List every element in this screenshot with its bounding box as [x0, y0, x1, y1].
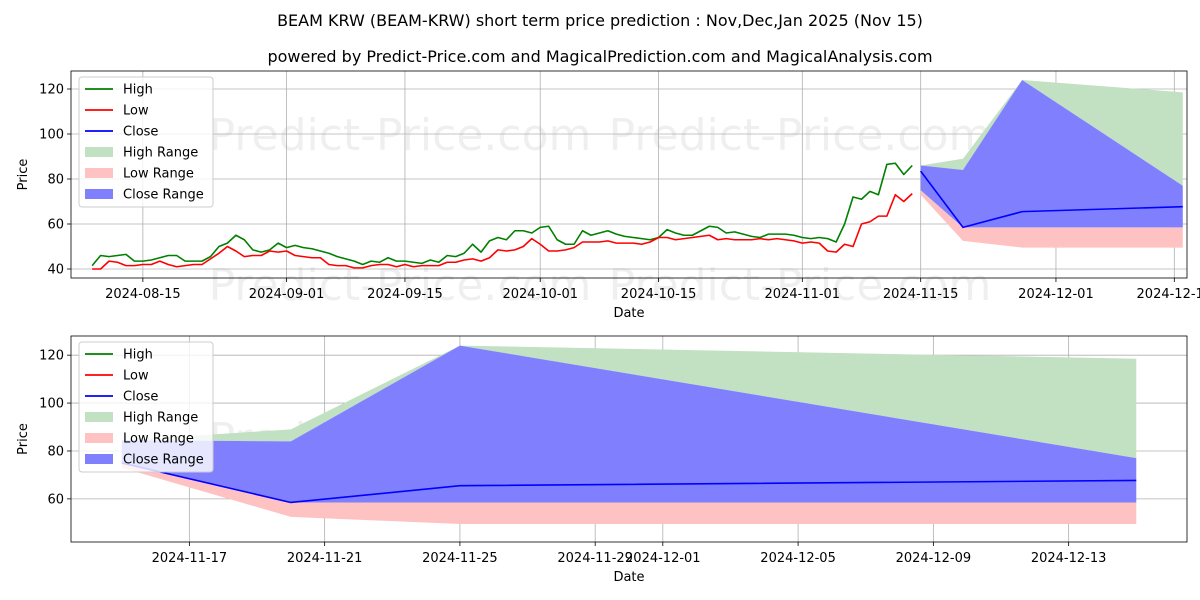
legend-swatch-low-range: [85, 433, 113, 443]
legend-label-low-range: Low Range: [123, 167, 194, 182]
high-series-line: [91, 162, 913, 267]
legend-swatch-high-range: [85, 147, 113, 157]
x-tick-label: 2024-12-05: [760, 551, 836, 566]
legend-label-close-range: Close Range: [123, 188, 204, 203]
x-tick-label: 2024-11-15: [883, 287, 959, 302]
y-tick-label: 60: [47, 492, 64, 507]
forecast-panel: Predict-Price.comPredict-Price.com2024-1…: [16, 335, 1188, 585]
y-tick-label: 60: [47, 218, 64, 233]
high-range-band: [920, 80, 1183, 186]
close-series-line: [121, 462, 1137, 504]
x-tick-label: 2024-08-15: [105, 287, 181, 302]
legend-swatch-close-range: [85, 189, 113, 199]
y-tick-label: 40: [47, 263, 64, 278]
x-tick-label: 2024-12-01: [625, 551, 701, 566]
x-tick-label: 2024-10-01: [502, 287, 578, 302]
legend: High Low Close High Range Low Range Close Ran…: [78, 341, 214, 473]
y-tick-label: 80: [47, 173, 64, 188]
high-range-band: [121, 345, 1137, 459]
legend-label-close: Close: [123, 125, 158, 140]
axes-frame: [70, 70, 1188, 279]
chart-subtitle: powered by Predict-Price.com and Magical…: [267, 47, 932, 66]
x-axis-label: Date: [613, 306, 644, 321]
watermark-text: Predict-Price.com: [609, 260, 992, 311]
legend-swatch-high-range: [85, 412, 113, 422]
y-tick-label: 120: [39, 349, 64, 364]
legend-swatch-low-range: [85, 168, 113, 178]
x-tick-label: 2024-11-01: [765, 287, 841, 302]
x-tick-label: 2024-12-09: [896, 551, 972, 566]
x-tick-label: 2024-11-21: [287, 551, 363, 566]
x-tick-label: 2024-09-15: [367, 287, 443, 302]
legend-label-high: High: [123, 83, 153, 98]
y-tick-label: 100: [39, 128, 64, 143]
y-axis-label: Price: [16, 159, 31, 191]
legend-swatch-close-range: [85, 454, 113, 464]
y-tick-label: 120: [39, 83, 64, 98]
x-tick-label: 2024-11-17: [152, 551, 228, 566]
legend-label-close: Close: [123, 390, 158, 405]
x-tick-label: 2024-09-01: [249, 287, 325, 302]
axes-frame: [70, 335, 1188, 543]
x-tick-label: 2024-12-15: [1137, 287, 1200, 302]
x-tick-label: 2024-11-29: [557, 551, 633, 566]
x-tick-label: 2024-12-13: [1031, 551, 1107, 566]
legend-label-high-range: High Range: [123, 411, 198, 426]
close-range-band: [121, 345, 1137, 503]
low-series-line: [92, 193, 913, 270]
legend-label-low-range: Low Range: [123, 432, 194, 447]
watermark-text: Predict-Price.com: [209, 110, 592, 161]
x-tick-group: 2024-08-15 2024-09-01 2024-09-15 2024-10-01…: [105, 71, 1200, 302]
plot-area: [121, 345, 1137, 525]
close-range-band: [920, 80, 1183, 228]
chart-title: BEAM KRW (BEAM-KRW) short term price pre…: [277, 11, 923, 30]
y-tick-label: 100: [39, 397, 64, 412]
legend-label-high-range: High Range: [123, 146, 198, 161]
low-range-band: [121, 462, 1137, 525]
plot-area: [91, 80, 1183, 270]
x-tick-label: 2024-10-15: [621, 287, 697, 302]
watermark-text: Predict-Price.com: [609, 110, 992, 161]
legend-label-close-range: Close Range: [123, 453, 204, 468]
watermark-text: Predict-Price.com: [209, 260, 592, 311]
y-tick-label: 80: [47, 444, 64, 459]
x-tick-label: 2024-12-01: [1018, 287, 1094, 302]
legend-label-high: High: [123, 348, 153, 363]
close-series-line: [920, 170, 1183, 229]
history-panel: Predict-Price.com Predict-Price.com Predic…: [16, 70, 1200, 321]
legend: High Low Close High Range Low Range Close Ran…: [78, 76, 214, 208]
x-tick-label: 2024-11-25: [422, 551, 498, 566]
y-axis-label: Price: [16, 423, 31, 455]
legend-label-low: Low: [123, 369, 149, 384]
x-axis-label: Date: [613, 570, 644, 585]
low-range-band: [920, 190, 1183, 248]
legend-label-low: Low: [123, 104, 149, 119]
